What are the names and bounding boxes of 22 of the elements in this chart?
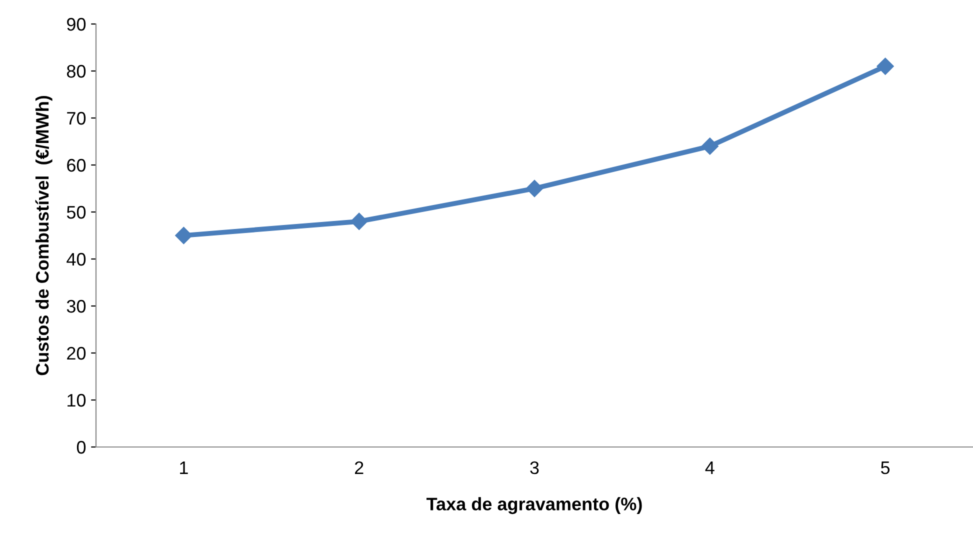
x-tick-label: 5 <box>881 462 890 474</box>
y-tick-label: 30 <box>66 300 86 313</box>
y-tick-label: 40 <box>66 252 86 266</box>
x-tick-label: 1 <box>180 462 188 474</box>
y-tick-label: 90 <box>67 18 86 31</box>
y-tick-label: 20 <box>67 346 86 360</box>
point <box>526 180 544 198</box>
x-tick-label: 3 <box>530 461 539 474</box>
point <box>175 226 192 244</box>
y-tick-label: 80 <box>66 64 86 78</box>
point <box>701 138 718 155</box>
x-tick-label: 2 <box>354 461 364 474</box>
x-axis-title: Taxa de agravamento (%) <box>426 497 642 514</box>
point <box>350 212 368 230</box>
y-tick-label: 0 <box>76 440 86 454</box>
y-tick-label: 60 <box>67 158 86 172</box>
x-tick-label: 4 <box>705 462 714 474</box>
y-tick-label: 70 <box>67 112 86 125</box>
y-axis-title: Custos de Combustível (€/MWh) <box>35 96 52 376</box>
point <box>876 58 894 75</box>
y-tick-label: 50 <box>66 206 86 219</box>
y-tick-label: 10 <box>68 394 86 407</box>
